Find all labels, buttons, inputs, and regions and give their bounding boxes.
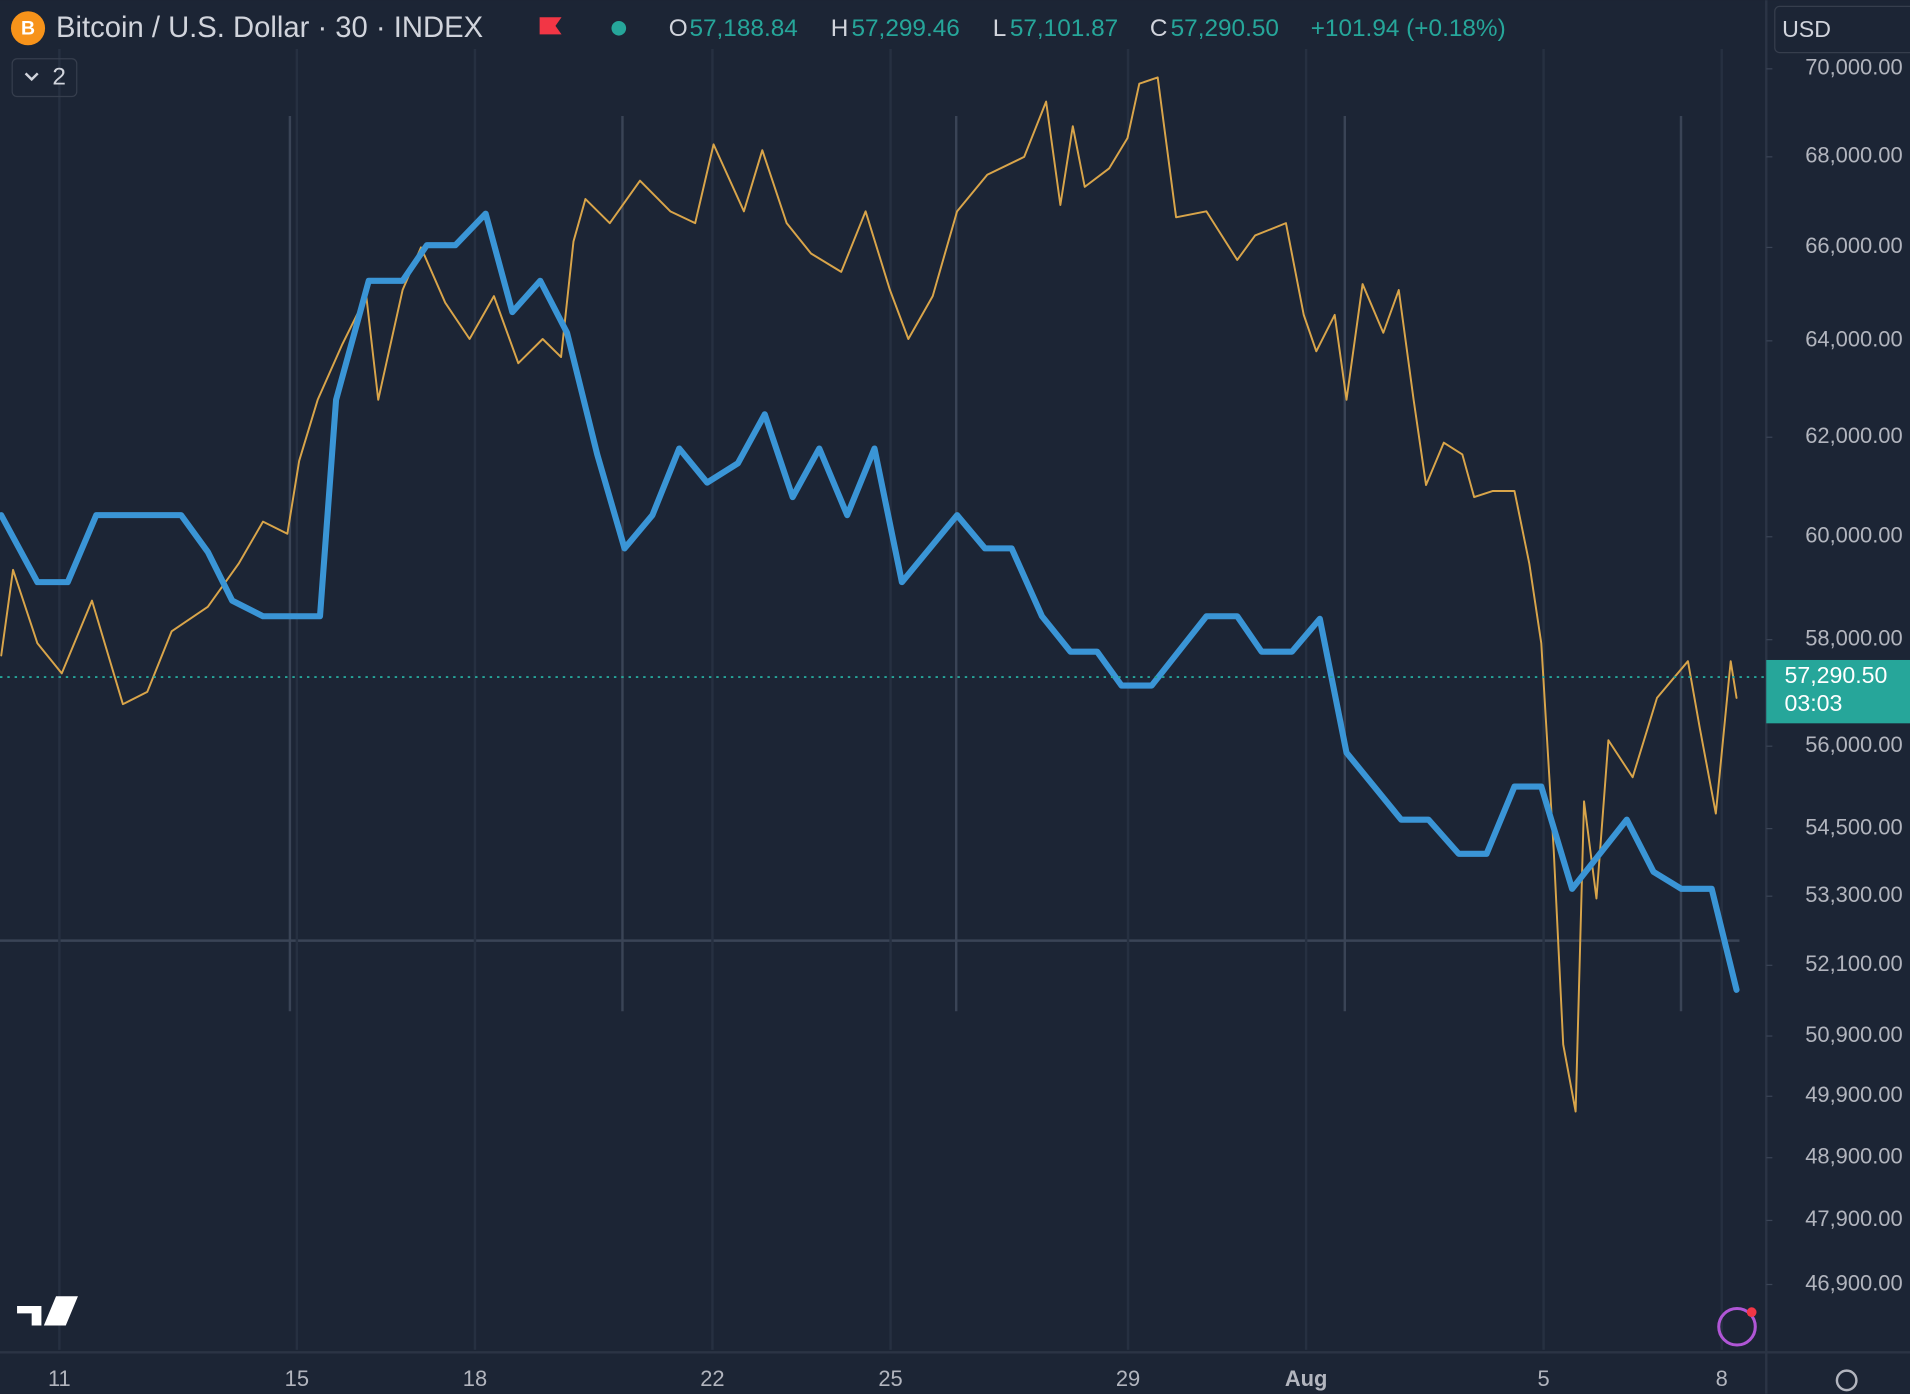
x-tick-label: Aug (1285, 1366, 1328, 1391)
y-tick-label: 66,000.00 (1805, 233, 1902, 258)
ohlc-value: 57,188.84 (689, 15, 797, 42)
y-tick-label: 49,900.00 (1805, 1082, 1902, 1107)
currency-selector[interactable] (1774, 5, 1910, 54)
y-tick-label: 48,900.00 (1805, 1144, 1902, 1169)
alert-dot (1746, 1307, 1757, 1318)
x-tick-label: 5 (1538, 1366, 1550, 1391)
x-tick-label: 15 (285, 1366, 309, 1391)
x-tick-label: 22 (700, 1366, 724, 1391)
last-price-tag (1766, 659, 1910, 724)
ohlc-key: C (1150, 15, 1168, 42)
y-tick-label: 68,000.00 (1805, 143, 1902, 168)
symbol-title: Bitcoin / U.S. Dollar · 30 · INDEX (56, 12, 483, 44)
y-tick-label: 58,000.00 (1805, 625, 1902, 650)
y-tick-label: 60,000.00 (1805, 523, 1902, 548)
price-line (0, 210, 1740, 993)
status-dot (611, 20, 627, 36)
logo (17, 1296, 78, 1326)
ohlc-key: L (993, 15, 1007, 42)
y-tick-label: 56,000.00 (1805, 732, 1902, 757)
price-line (0, 76, 1738, 1113)
y-tick-label: 64,000.00 (1805, 327, 1902, 352)
settings-icon[interactable] (1835, 1369, 1858, 1392)
x-tick-label: 29 (1116, 1366, 1140, 1391)
symbol-icon-glyph: B (21, 18, 35, 40)
ohlc-key: O (669, 15, 688, 42)
flag-icon (539, 17, 562, 35)
currency: USD (1782, 16, 1831, 42)
change: +101.94 (+0.18%) (1311, 15, 1506, 42)
last-price-label: 57,290.50 (1785, 662, 1888, 688)
indicators-count: 2 (52, 64, 66, 91)
ohlc-value: 57,101.87 (1010, 15, 1118, 42)
chevron (24, 72, 39, 82)
x-tick-label: 18 (463, 1366, 487, 1391)
y-tick-label: 54,500.00 (1805, 814, 1902, 839)
indicators-toggle[interactable] (11, 58, 78, 98)
y-tick-label: 52,100.00 (1805, 951, 1902, 976)
alert-icon[interactable] (1717, 1306, 1757, 1347)
countdown: 03:03 (1785, 690, 1843, 716)
ohlc-value: 57,290.50 (1171, 15, 1279, 42)
y-tick-label: 47,900.00 (1805, 1206, 1902, 1231)
x-tick-label: 11 (48, 1366, 71, 1391)
y-tick-label: 53,300.00 (1805, 882, 1902, 907)
symbol-icon (10, 11, 46, 46)
x-tick-label: 8 (1716, 1366, 1728, 1391)
y-tick-label: 46,900.00 (1805, 1270, 1902, 1295)
x-tick-label: 25 (878, 1366, 902, 1391)
y-tick-label: 50,900.00 (1805, 1022, 1902, 1047)
plot (0, 48, 1767, 1350)
y-tick-label: 70,000.00 (1805, 55, 1902, 80)
ohlc-key: H (831, 15, 849, 42)
y-tick-label: 62,000.00 (1805, 423, 1902, 448)
session-lines (288, 115, 1683, 1012)
ohlc-value: 57,299.46 (851, 15, 959, 42)
